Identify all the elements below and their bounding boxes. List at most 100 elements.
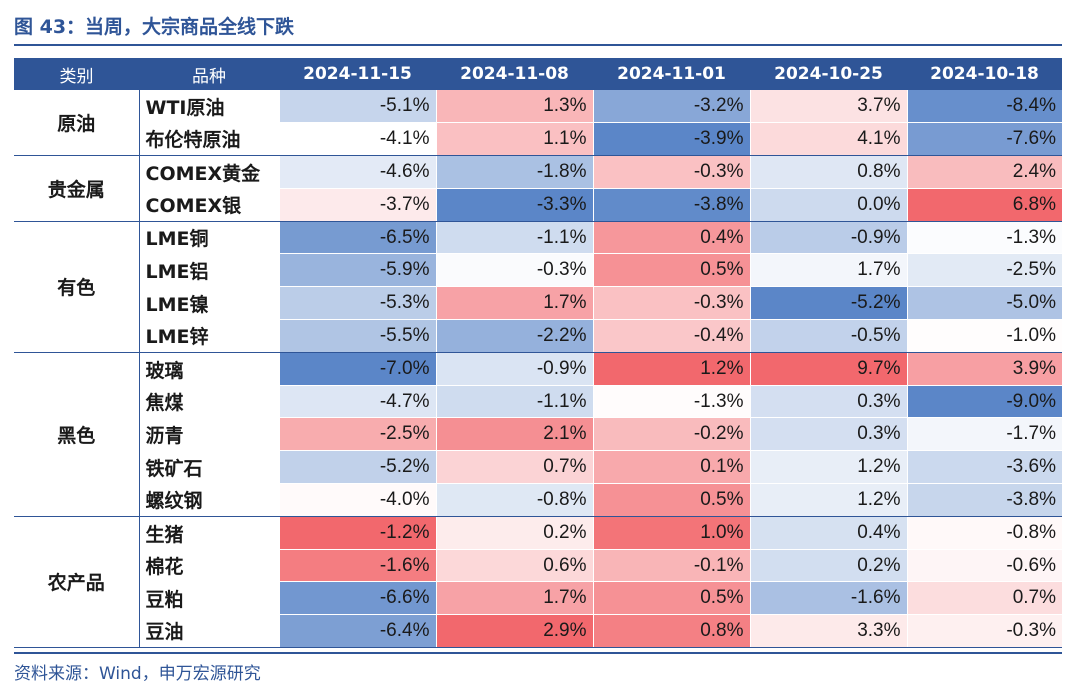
value-cell: -1.3% bbox=[592, 385, 750, 419]
value-cell: -1.2% bbox=[278, 516, 436, 550]
item-cell: 棉花 bbox=[145, 556, 184, 579]
value-cell: 6.8% bbox=[906, 188, 1062, 222]
table-row: 原油 WTI原油 -5.1% 1.3% -3.2% 3.7% -8.4% bbox=[14, 90, 1062, 157]
value-cell: 0.0% bbox=[749, 188, 907, 222]
value-cell: -0.2% bbox=[592, 417, 750, 452]
value-cell: 0.5% bbox=[592, 483, 750, 517]
item-cell: 焦煤 bbox=[145, 392, 184, 415]
table-row: 棉花 -1.6% 0.6% -0.1% 0.2% -0.6% bbox=[14, 549, 1062, 583]
table-row: 贵金属 COMEX黄金 -4.6% -1.8% -0.3% 0.8% 2.4% bbox=[14, 155, 1062, 222]
value-cell: -0.4% bbox=[592, 319, 750, 353]
value-cell: -1.1% bbox=[435, 221, 593, 255]
item-cell: 沥青 bbox=[145, 424, 184, 447]
value-cell: -0.9% bbox=[749, 221, 907, 255]
value-cell: 1.1% bbox=[435, 122, 593, 157]
value-cell: 0.6% bbox=[435, 549, 593, 583]
item-cell: 生猪 bbox=[145, 523, 184, 546]
value-cell: 2.1% bbox=[435, 417, 593, 452]
value-cell: -9.0% bbox=[906, 385, 1062, 419]
header-row: 类别 品种 2024-11-15 2024-11-08 2024-11-01 2… bbox=[14, 58, 1062, 90]
value-cell: -5.2% bbox=[749, 286, 907, 321]
value-cell: -4.1% bbox=[278, 122, 436, 157]
value-cell: -5.0% bbox=[906, 286, 1062, 321]
table-row: 焦煤 -4.7% -1.1% -1.3% 0.3% -9.0% bbox=[14, 385, 1062, 419]
value-cell: 9.7% bbox=[749, 352, 907, 386]
header-date: 2024-11-08 bbox=[436, 58, 593, 90]
table-row: 农产品 生猪 -1.2% 0.2% 1.0% 0.4% -0.8% bbox=[14, 516, 1062, 649]
value-cell: 2.4% bbox=[906, 155, 1062, 189]
item-cell: COMEX黄金 bbox=[145, 162, 261, 185]
item-cell: LME锌 bbox=[139, 319, 279, 353]
value-cell: -4.7% bbox=[278, 385, 436, 419]
table-row: LME锌 -5.5% -2.2% -0.4% -0.5% -1.0% bbox=[14, 319, 1062, 353]
value-cell: -0.3% bbox=[592, 286, 750, 321]
value-cell: 1.2% bbox=[749, 450, 907, 485]
value-cell: -5.5% bbox=[278, 319, 436, 353]
value-cell: 2.9% bbox=[435, 614, 593, 649]
value-cell: 1.3% bbox=[435, 90, 593, 124]
value-cell: 3.9% bbox=[906, 352, 1062, 386]
value-cell: -4.0% bbox=[278, 483, 436, 517]
value-cell: -2.2% bbox=[435, 319, 593, 353]
item-cell: 玻璃 bbox=[145, 359, 184, 382]
value-cell: -7.0% bbox=[278, 352, 436, 386]
value-cell: 0.7% bbox=[435, 450, 593, 485]
category-cell: 农产品 bbox=[14, 516, 140, 649]
value-cell: -6.6% bbox=[278, 581, 436, 616]
value-cell: -5.2% bbox=[278, 450, 436, 485]
category-cell: 有色 bbox=[14, 221, 140, 353]
value-cell: 0.4% bbox=[592, 221, 750, 255]
value-cell: 4.1% bbox=[749, 122, 907, 157]
figure-title: 图 43：当周，大宗商品全线下跌 bbox=[14, 16, 295, 38]
table-row: LME镍 -5.3% 1.7% -0.3% -5.2% -5.0% bbox=[14, 286, 1062, 321]
value-cell: 1.7% bbox=[435, 581, 593, 616]
value-cell: -7.6% bbox=[906, 122, 1062, 157]
value-cell: -1.8% bbox=[435, 155, 593, 189]
category-cell: 贵金属 bbox=[14, 155, 140, 222]
header-item: 品种 bbox=[139, 58, 279, 90]
value-cell: 0.8% bbox=[749, 155, 907, 189]
value-cell: -5.3% bbox=[278, 286, 436, 321]
header-category: 类别 bbox=[14, 58, 139, 90]
value-cell: -0.8% bbox=[435, 483, 593, 517]
value-cell: 0.5% bbox=[592, 581, 750, 616]
value-cell: 0.7% bbox=[906, 581, 1062, 616]
table-row: COMEX银 -3.7% -3.3% -3.8% 0.0% 6.8% bbox=[14, 188, 1062, 222]
value-cell: -8.4% bbox=[906, 90, 1062, 124]
item-cell: 布伦特原油 bbox=[139, 122, 279, 157]
value-cell: -3.9% bbox=[592, 122, 750, 157]
table-row: LME铝 -5.9% -0.3% 0.5% 1.7% -2.5% bbox=[14, 253, 1062, 288]
value-cell: 1.2% bbox=[592, 352, 750, 386]
value-cell: -5.1% bbox=[278, 90, 436, 124]
table-body: 原油 WTI原油 -5.1% 1.3% -3.2% 3.7% -8.4% 布伦特原油 -4.1%… bbox=[14, 90, 1062, 649]
header-date: 2024-10-25 bbox=[750, 58, 907, 90]
item-cell: 豆油 bbox=[139, 614, 279, 649]
header-date: 2024-11-15 bbox=[279, 58, 436, 90]
value-cell: -3.8% bbox=[592, 188, 750, 222]
table-row: 有色 LME铜 -6.5% -1.1% 0.4% -0.9% -1.3% bbox=[14, 221, 1062, 353]
value-cell: 0.1% bbox=[592, 450, 750, 485]
value-cell: -3.7% bbox=[278, 188, 436, 222]
table-row: 豆粕 -6.6% 1.7% 0.5% -1.6% 0.7% bbox=[14, 581, 1062, 616]
value-cell: -0.3% bbox=[435, 253, 593, 288]
table-row: 沥青 -2.5% 2.1% -0.2% 0.3% -1.7% bbox=[14, 417, 1062, 452]
bottom-rule bbox=[14, 652, 1062, 654]
value-cell: -1.6% bbox=[749, 581, 907, 616]
value-cell: -6.5% bbox=[278, 221, 436, 255]
value-cell: -0.1% bbox=[592, 549, 750, 583]
value-cell: -2.5% bbox=[906, 253, 1062, 288]
value-cell: -3.6% bbox=[906, 450, 1062, 485]
table-row: 布伦特原油 -4.1% 1.1% -3.9% 4.1% -7.6% bbox=[14, 122, 1062, 157]
value-cell: 1.7% bbox=[435, 286, 593, 321]
value-cell: 0.8% bbox=[592, 614, 750, 649]
value-cell: 0.4% bbox=[749, 516, 907, 550]
value-cell: -2.5% bbox=[278, 417, 436, 452]
top-rule bbox=[14, 44, 1062, 46]
value-cell: 3.7% bbox=[749, 90, 907, 124]
value-cell: 0.2% bbox=[435, 516, 593, 550]
value-cell: -1.1% bbox=[435, 385, 593, 419]
value-cell: 0.2% bbox=[749, 549, 907, 583]
value-cell: -3.8% bbox=[906, 483, 1062, 517]
value-cell: -0.5% bbox=[749, 319, 907, 353]
table-row: 铁矿石 -5.2% 0.7% 0.1% 1.2% -3.6% bbox=[14, 450, 1062, 485]
